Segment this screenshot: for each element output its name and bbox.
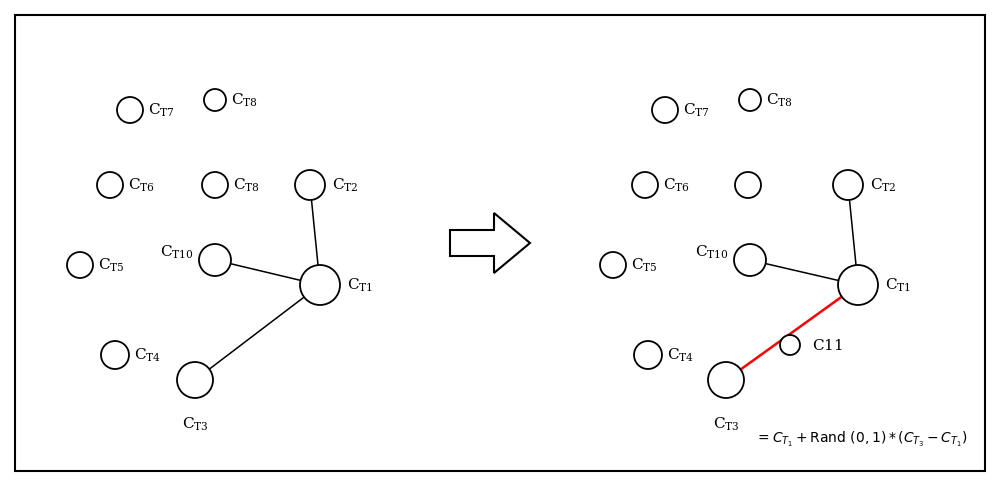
Circle shape <box>295 170 325 200</box>
Text: $\mathregular{C_{T8}}$: $\mathregular{C_{T8}}$ <box>231 91 258 109</box>
Text: $\mathregular{C_{T8}}$: $\mathregular{C_{T8}}$ <box>766 91 793 109</box>
Circle shape <box>199 244 231 276</box>
Circle shape <box>735 172 761 198</box>
Text: $\mathregular{C_{T2}}$: $\mathregular{C_{T2}}$ <box>870 176 897 194</box>
Circle shape <box>97 172 123 198</box>
Text: $\mathregular{C_{T1}}$: $\mathregular{C_{T1}}$ <box>347 277 373 294</box>
Text: $\mathregular{C_{T10}}$: $\mathregular{C_{T10}}$ <box>695 244 729 261</box>
Circle shape <box>708 362 744 398</box>
Circle shape <box>117 97 143 123</box>
Circle shape <box>177 362 213 398</box>
Text: $\mathregular{C_{T7}}$: $\mathregular{C_{T7}}$ <box>683 101 710 119</box>
Text: $\mathregular{C_{T1}}$: $\mathregular{C_{T1}}$ <box>885 277 911 294</box>
Text: $\mathregular{C_{T3}}$: $\mathregular{C_{T3}}$ <box>182 416 208 434</box>
Circle shape <box>67 252 93 278</box>
Circle shape <box>734 244 766 276</box>
Text: $\mathregular{C_{T4}}$: $\mathregular{C_{T4}}$ <box>667 347 694 364</box>
Circle shape <box>204 89 226 111</box>
Circle shape <box>600 252 626 278</box>
Text: $\mathregular{C_{T5}}$: $\mathregular{C_{T5}}$ <box>98 256 125 274</box>
Text: $\mathregular{C_{T3}}$: $\mathregular{C_{T3}}$ <box>713 416 739 434</box>
Text: $\mathregular{C_{T10}}$: $\mathregular{C_{T10}}$ <box>160 244 194 261</box>
Circle shape <box>833 170 863 200</box>
Text: $\mathregular{C_{T4}}$: $\mathregular{C_{T4}}$ <box>134 347 161 364</box>
Circle shape <box>838 265 878 305</box>
Text: $\mathregular{C11}$: $\mathregular{C11}$ <box>812 337 843 352</box>
Circle shape <box>780 335 800 355</box>
Text: $\mathregular{C_{T6}}$: $\mathregular{C_{T6}}$ <box>128 176 155 194</box>
Circle shape <box>652 97 678 123</box>
Circle shape <box>634 341 662 369</box>
Text: $\mathregular{C_{T7}}$: $\mathregular{C_{T7}}$ <box>148 101 175 119</box>
Circle shape <box>300 265 340 305</box>
Circle shape <box>632 172 658 198</box>
Text: $=C_{T_{1}}+\mathrm{Rand}\ (0,1)*(C_{T_{3}}-C_{T_{1}})$: $=C_{T_{1}}+\mathrm{Rand}\ (0,1)*(C_{T_{… <box>755 430 968 449</box>
Circle shape <box>739 89 761 111</box>
Text: $\mathregular{C_{T2}}$: $\mathregular{C_{T2}}$ <box>332 176 359 194</box>
Text: $\mathregular{C_{T5}}$: $\mathregular{C_{T5}}$ <box>631 256 658 274</box>
Text: $\mathregular{C_{T6}}$: $\mathregular{C_{T6}}$ <box>663 176 690 194</box>
Text: $\mathregular{C_{T8}}$: $\mathregular{C_{T8}}$ <box>233 176 260 194</box>
Circle shape <box>101 341 129 369</box>
Circle shape <box>202 172 228 198</box>
Polygon shape <box>450 213 530 273</box>
